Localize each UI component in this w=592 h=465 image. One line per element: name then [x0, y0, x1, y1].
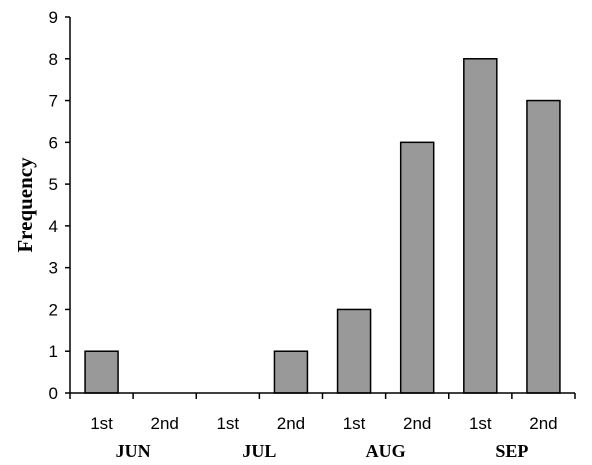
y-tick-label: 5	[49, 175, 58, 194]
month-group-labels: JUN JUL AUG SEP	[116, 441, 529, 461]
y-tick-label: 0	[49, 384, 58, 403]
y-tick-labels: 0 1 2 3 4 5 6 7 8 9	[49, 8, 58, 403]
bar	[463, 58, 498, 394]
x-tick-label: 2nd	[277, 414, 305, 433]
y-tick-label: 6	[49, 133, 58, 152]
x-tick-label: 2nd	[529, 414, 557, 433]
y-tick-label: 7	[49, 92, 58, 111]
y-tick-label: 9	[49, 8, 58, 27]
axes	[65, 16, 576, 399]
bar	[84, 350, 119, 394]
y-tick-label: 3	[49, 259, 58, 278]
x-tick-label: 2nd	[403, 414, 431, 433]
y-tick-label: 1	[49, 342, 58, 361]
y-tick-label: 8	[49, 50, 58, 69]
bars	[84, 58, 561, 394]
x-tick-labels: 1st 2nd 1st 2nd 1st 2nd 1st 2nd	[90, 414, 557, 433]
month-label: AUG	[366, 441, 406, 461]
month-label: JUN	[116, 441, 151, 461]
month-label: SEP	[495, 441, 528, 461]
bar	[399, 141, 435, 394]
x-tick-label: 1st	[343, 414, 366, 433]
x-tick-label: 1st	[90, 414, 113, 433]
y-tick-label: 4	[49, 217, 58, 236]
bar	[336, 308, 372, 394]
x-tick-label: 1st	[469, 414, 492, 433]
y-axis-title: Frequency	[13, 157, 37, 253]
month-label: JUL	[242, 441, 276, 461]
bar	[526, 99, 561, 394]
bar	[273, 350, 309, 394]
x-tick-label: 2nd	[151, 414, 179, 433]
x-tick-label: 1st	[216, 414, 239, 433]
y-tick-label: 2	[49, 300, 58, 319]
